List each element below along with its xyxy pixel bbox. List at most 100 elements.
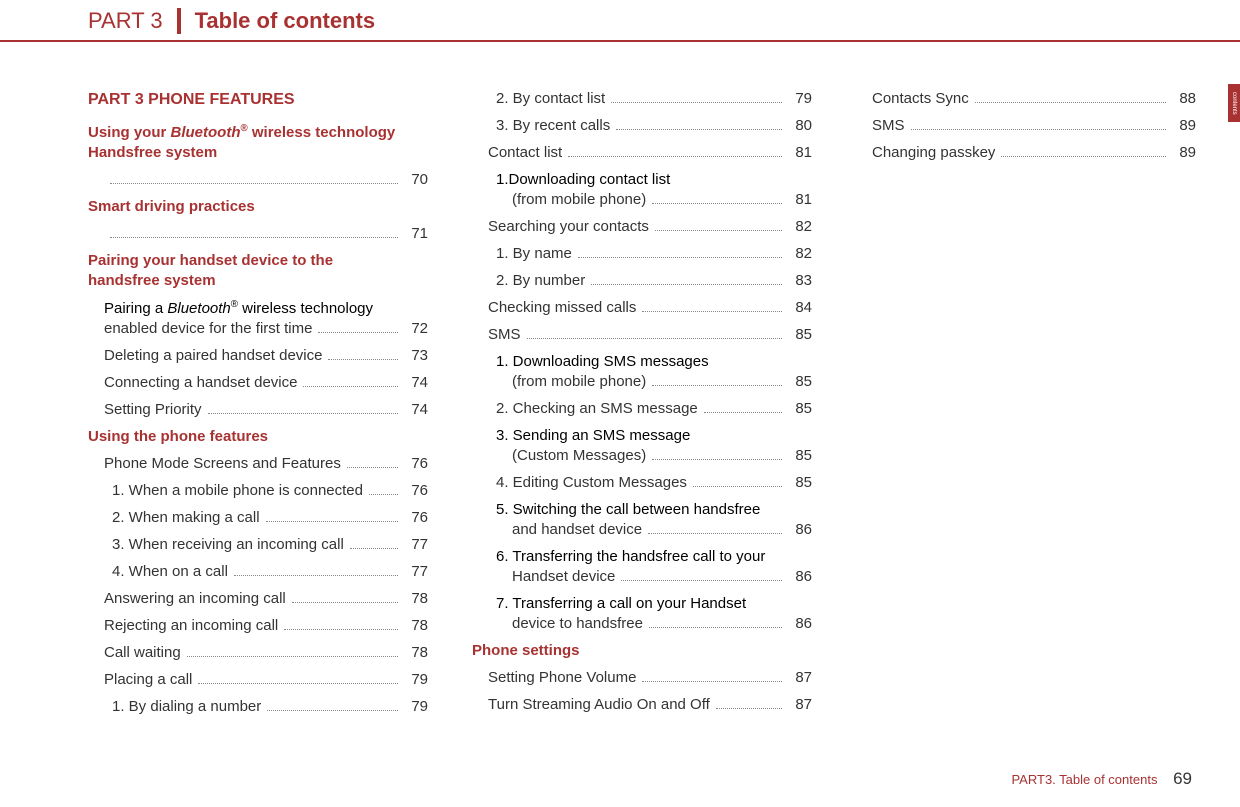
toc-label: 1.Downloading contact list: [472, 171, 812, 189]
toc-label: 6. Transferring the handsfree call to yo…: [472, 548, 812, 566]
toc-label: Changing passkey: [872, 144, 995, 162]
toc-column-1: PART 3 PHONE FEATURES Using your Bluetoo…: [88, 90, 428, 725]
footer-text: PART3. Table of contents: [1011, 772, 1157, 787]
toc-entry: Setting Priority 74: [88, 401, 428, 419]
toc-entry: and handset device 86: [472, 521, 812, 539]
toc-label: 2. By number: [496, 272, 585, 290]
toc-label: 3. When receiving an incoming call: [112, 536, 344, 554]
leader: [704, 403, 782, 414]
toc-entry: 3. By recent calls 80: [472, 117, 812, 135]
leader: [616, 120, 782, 131]
pair-sub1-a: Pairing a: [104, 300, 167, 317]
toc-title: Table of contents: [195, 8, 376, 34]
toc-label: 2. By contact list: [496, 90, 605, 108]
toc-entry: Rejecting an incoming call 78: [88, 617, 428, 635]
leader: [234, 566, 398, 577]
toc-label: Setting Phone Volume: [488, 669, 636, 687]
toc-entry: Answering an incoming call 78: [88, 590, 428, 608]
toc-page: 85: [788, 326, 812, 344]
toc-page: 86: [788, 568, 812, 586]
leader: [527, 329, 782, 340]
toc-label: (from mobile phone): [512, 373, 646, 391]
toc-entry: (Custom Messages) 85: [472, 447, 812, 465]
leader: [198, 674, 398, 685]
bt-text-d: wireless technology: [248, 124, 396, 141]
toc-label: 2. Checking an SMS message: [496, 400, 698, 418]
toc-page: 86: [788, 521, 812, 539]
leader: [110, 228, 398, 239]
toc-entry: Contact list 81: [472, 144, 812, 162]
toc-entry: Connecting a handset device 74: [88, 374, 428, 392]
toc-entry: Call waiting 78: [88, 644, 428, 662]
leader: [716, 699, 782, 710]
toc-page: 76: [404, 455, 428, 473]
leader: [693, 477, 782, 488]
page-footer: PART3. Table of contents 69: [1011, 769, 1192, 789]
footer-page-number: 69: [1173, 769, 1192, 788]
bt-text-b: Bluetooth: [171, 124, 241, 141]
toc-entry: 2. By contact list 79: [472, 90, 812, 108]
toc-label: Placing a call: [104, 671, 192, 689]
bt-heading-line1: Using your Bluetooth® wireless technolog…: [88, 123, 428, 142]
toc-entry: 2. When making a call 76: [88, 509, 428, 527]
toc-label: 3. Sending an SMS message: [472, 427, 812, 445]
toc-entry: 2. Checking an SMS message 85: [472, 400, 812, 418]
toc-entry: 1. When a mobile phone is connected 76: [88, 482, 428, 500]
upf-heading: Using the phone features: [88, 428, 428, 446]
pair-sub1-c: ®: [231, 299, 238, 310]
leader: [621, 571, 782, 582]
leader: [328, 350, 398, 361]
toc-entry: 1. By name 82: [472, 245, 812, 263]
toc-page: 88: [1172, 90, 1196, 108]
toc-entry: Handset device 86: [472, 568, 812, 586]
toc-label: 5. Switching the call between handsfree: [472, 501, 812, 519]
toc-page: 79: [404, 698, 428, 716]
pair-heading-line2: handsfree system: [88, 272, 428, 290]
toc-page: 77: [404, 563, 428, 581]
toc-label: Answering an incoming call: [104, 590, 286, 608]
leader: [911, 120, 1166, 131]
toc-entry: Contacts Sync 88: [856, 90, 1196, 108]
toc-label: 1. By name: [496, 245, 572, 263]
leader: [187, 647, 398, 658]
toc-entry: 70: [88, 171, 428, 189]
leader: [652, 376, 782, 387]
toc-label: Connecting a handset device: [104, 374, 297, 392]
bt-heading-line2: Handsfree system: [88, 144, 428, 162]
leader: [1001, 147, 1166, 158]
toc-entry: Checking missed calls 84: [472, 299, 812, 317]
toc-page: 79: [788, 90, 812, 108]
toc-page: 80: [788, 117, 812, 135]
toc-label: 7. Transferring a call on your Handset: [472, 595, 812, 613]
sdp-heading: Smart driving practices: [88, 198, 428, 216]
toc-label: 2. When making a call: [112, 509, 260, 527]
toc-entry: device to handsfree 86: [472, 615, 812, 633]
toc-label: Contacts Sync: [872, 90, 969, 108]
leader: [110, 174, 398, 185]
leader: [652, 450, 782, 461]
toc-page: 85: [788, 447, 812, 465]
pair-sub1-b: Bluetooth: [167, 300, 230, 317]
toc-label: 1. When a mobile phone is connected: [112, 482, 363, 500]
toc-page: 89: [1172, 144, 1196, 162]
toc-entry: Phone Mode Screens and Features 76: [88, 455, 428, 473]
toc-label: Rejecting an incoming call: [104, 617, 278, 635]
toc-entry: 3. When receiving an incoming call 77: [88, 536, 428, 554]
toc-entry: Deleting a paired handset device 73: [88, 347, 428, 365]
toc-entry: Placing a call 79: [88, 671, 428, 689]
toc-entry: Turn Streaming Audio On and Off 87: [472, 696, 812, 714]
pair-heading-line1: Pairing your handset device to the: [88, 252, 428, 270]
leader: [649, 618, 782, 629]
toc-entry: Searching your contacts 82: [472, 218, 812, 236]
toc-entry: 1. By dialing a number 79: [88, 698, 428, 716]
leader: [652, 194, 782, 205]
ps-heading: Phone settings: [472, 642, 812, 660]
toc-page: 81: [788, 191, 812, 209]
toc-page: 78: [404, 590, 428, 608]
header-divider: [177, 8, 181, 34]
toc-label: Turn Streaming Audio On and Off: [488, 696, 710, 714]
toc-page: 78: [404, 644, 428, 662]
page-header: PART 3 Table of contents: [0, 0, 1240, 34]
toc-label: 1. Downloading SMS messages: [472, 353, 812, 371]
leader: [975, 93, 1166, 104]
